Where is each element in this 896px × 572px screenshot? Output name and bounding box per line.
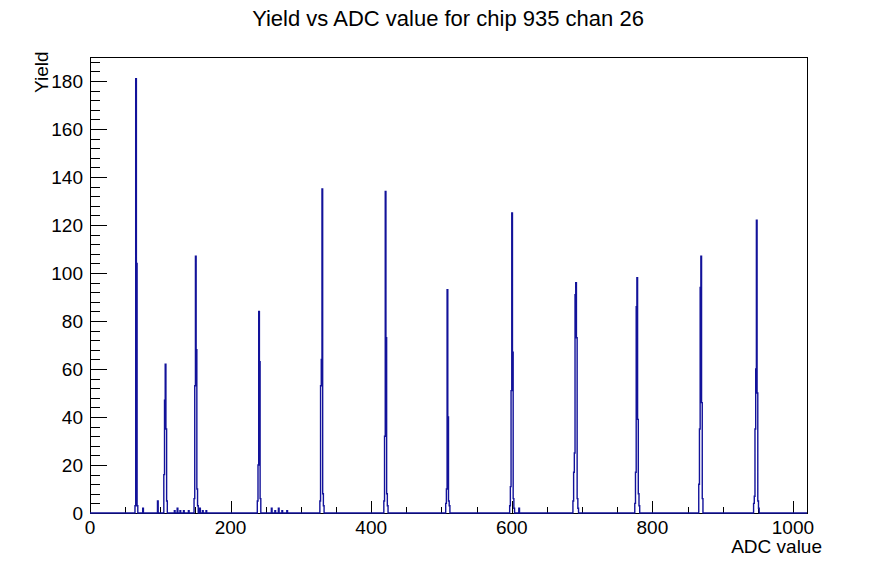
y-tick-label: 160 <box>51 119 83 140</box>
y-tick-label: 140 <box>51 167 83 188</box>
y-tick-label: 100 <box>51 263 83 284</box>
x-tick-label: 800 <box>637 517 669 538</box>
x-tick-label: 400 <box>355 517 387 538</box>
root-canvas: 0 20 40 60 80 100 120 140 160 180 0 200 400 600 800 100… <box>0 0 896 572</box>
x-axis-title: ADC value <box>622 536 822 558</box>
y-tick-label: 0 <box>72 503 83 524</box>
chart-title: Yield vs ADC value for chip 935 chan 26 <box>0 6 896 32</box>
y-tick-label: 80 <box>62 311 83 332</box>
y-tick-label: 60 <box>62 359 83 380</box>
y-axis-title: Yield <box>31 51 53 93</box>
y-tick-label: 40 <box>62 407 83 428</box>
y-tick-label: 20 <box>62 455 83 476</box>
x-tick-label: 0 <box>85 517 96 538</box>
x-tick-label: 1000 <box>772 517 814 538</box>
histogram-line <box>90 79 807 513</box>
y-tick-label: 180 <box>51 71 83 92</box>
histogram-plot: 0 20 40 60 80 100 120 140 160 180 0 200 400 600 800 100… <box>0 0 896 572</box>
x-tick-label: 200 <box>215 517 247 538</box>
y-tick-label: 120 <box>51 215 83 236</box>
x-tick-label: 600 <box>496 517 528 538</box>
